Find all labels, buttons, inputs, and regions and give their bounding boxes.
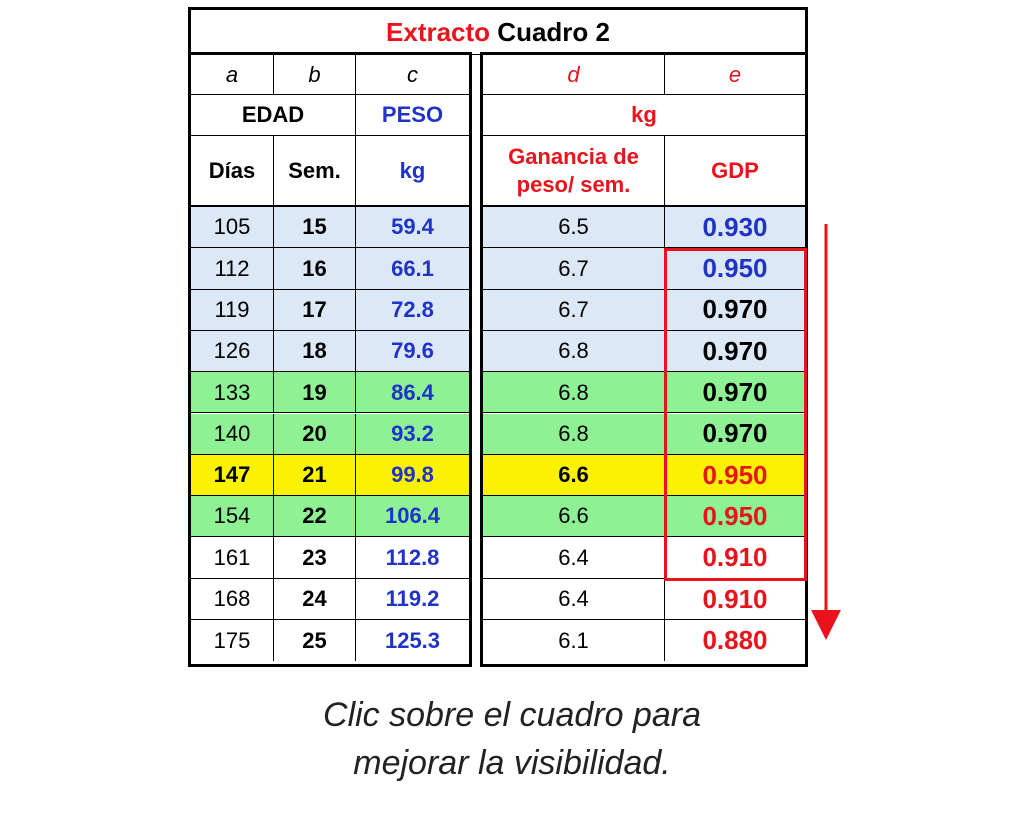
cell-peso: 99.8 [356,454,469,497]
cell-gdp: 0.950 [665,496,805,538]
cell-peso: 72.8 [356,289,469,331]
cell-gdp: 0.880 [665,620,805,662]
cell-ganancia: 6.1 [483,620,665,662]
cell-gdp: 0.970 [665,372,805,414]
cell-gdp: 0.970 [665,413,805,455]
cell-ganancia: 6.6 [483,496,665,538]
cell-sem: 22 [274,496,356,538]
header-sem: Sem. [274,136,356,207]
header-ganancia: Ganancia de peso/ sem. [483,136,665,207]
header-gdp: GDP [665,136,805,207]
cell-peso: 59.4 [356,207,469,249]
cell-dias: 133 [191,372,274,414]
col-letter-a: a [191,55,274,95]
cell-ganancia: 6.8 [483,372,665,414]
cell-gdp: 0.950 [665,248,805,290]
cell-gdp: 0.950 [665,454,805,497]
cell-sem: 20 [274,413,356,455]
header-edad: EDAD [191,95,356,136]
cell-gdp: 0.910 [665,578,805,620]
col-letter-c: c [356,55,469,95]
cell-ganancia: 6.6 [483,454,665,497]
caption-line-2: mejorar la visibilidad. [353,744,671,782]
cell-sem: 17 [274,289,356,331]
cell-dias: 105 [191,207,274,249]
cell-dias: 126 [191,330,274,373]
cell-sem: 19 [274,372,356,414]
cell-sem: 24 [274,578,356,620]
cell-sem: 21 [274,454,356,497]
cell-ganancia: 6.7 [483,248,665,290]
down-arrow-icon [811,224,841,640]
caption-line-1: Clic sobre el cuadro para [323,696,701,734]
cell-sem: 16 [274,248,356,290]
cell-gdp: 0.930 [665,207,805,249]
cell-gdp: 0.970 [665,330,805,373]
cell-dias: 147 [191,454,274,497]
cell-ganancia: 6.8 [483,330,665,373]
cell-gdp: 0.970 [665,289,805,331]
cell-sem: 23 [274,537,356,579]
cell-sem: 25 [274,620,356,662]
cell-dias: 175 [191,620,274,662]
cell-peso: 86.4 [356,372,469,414]
cell-peso: 79.6 [356,330,469,373]
cell-dias: 119 [191,289,274,331]
col-letter-b: b [274,55,356,95]
cell-peso: 93.2 [356,413,469,455]
cell-peso: 125.3 [356,620,469,662]
table-title: Extracto Cuadro 2 [188,7,808,55]
header-dias: Días [191,136,274,207]
cell-sem: 15 [274,207,356,249]
header-kg-right: kg [483,95,805,136]
cell-ganancia: 6.5 [483,207,665,249]
title-cuadro: Cuadro 2 [490,16,610,47]
cell-ganancia: 6.8 [483,413,665,455]
cell-peso: 66.1 [356,248,469,290]
cell-peso: 106.4 [356,496,469,538]
cell-dias: 112 [191,248,274,290]
cell-dias: 154 [191,496,274,538]
cell-sem: 18 [274,330,356,373]
cell-peso: 119.2 [356,578,469,620]
cell-ganancia: 6.4 [483,537,665,579]
col-letter-e: e [665,55,805,95]
cell-dias: 140 [191,413,274,455]
cell-ganancia: 6.7 [483,289,665,331]
cell-ganancia: 6.4 [483,578,665,620]
left-table-block [188,52,472,667]
cell-dias: 168 [191,578,274,620]
cell-dias: 161 [191,537,274,579]
cell-peso: 112.8 [356,537,469,579]
header-kg-left: kg [356,136,469,207]
col-letter-d: d [483,55,665,95]
header-peso: PESO [356,95,469,136]
cell-gdp: 0.910 [665,537,805,579]
title-extracto: Extracto [386,16,491,47]
